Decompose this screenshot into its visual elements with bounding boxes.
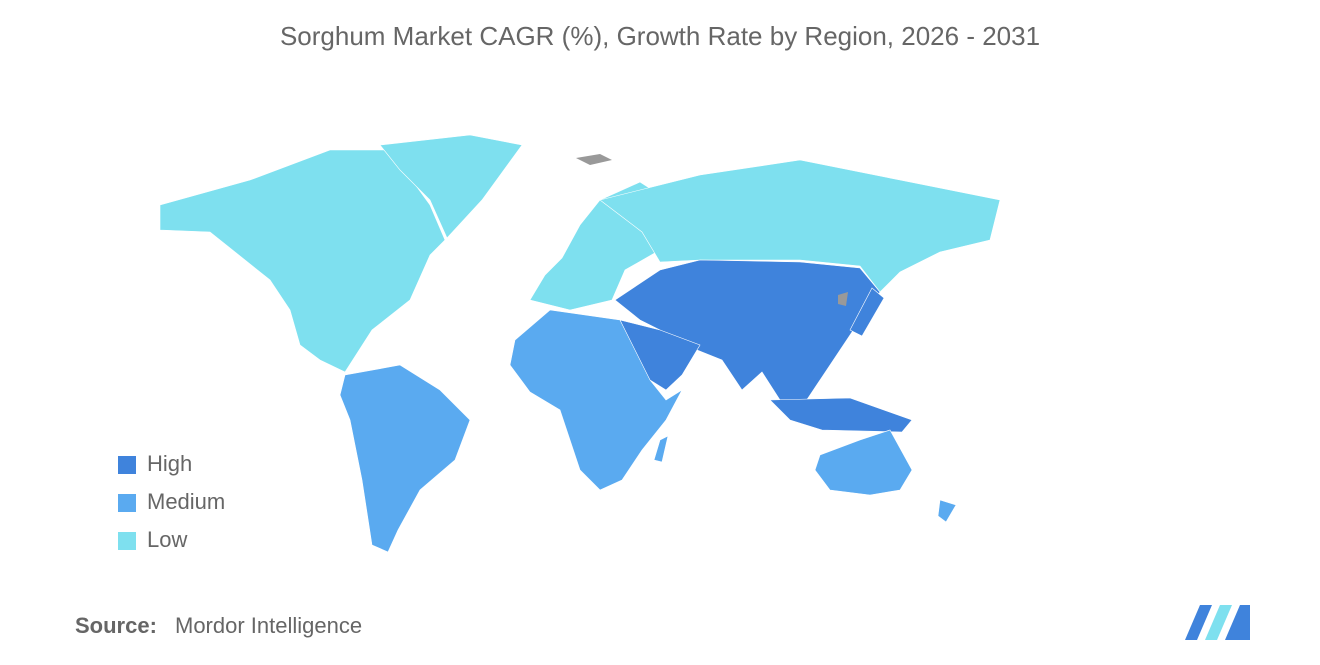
africa [509,309,683,491]
legend-swatch [118,456,136,474]
legend-label: Medium [147,489,225,514]
source-label: Source: [75,613,157,638]
legend-label: High [147,451,192,476]
southeast-asia-islands [769,397,913,433]
title: Sorghum Market CAGR (%), Growth Rate by … [280,21,1040,51]
australia [814,429,913,496]
new-zealand [937,499,957,523]
south-america [339,364,471,553]
legend-label: Low [147,527,187,552]
logo [1185,605,1250,640]
madagascar [653,435,669,463]
legend-swatch [118,532,136,550]
source-text: Mordor Intelligence [175,613,362,638]
greenland [379,134,523,239]
north-asia [599,159,1001,293]
legend: High Medium Low [118,451,225,552]
japan [849,287,885,337]
world-map [159,134,1001,553]
north-america [159,149,446,373]
legend-swatch [118,494,136,512]
